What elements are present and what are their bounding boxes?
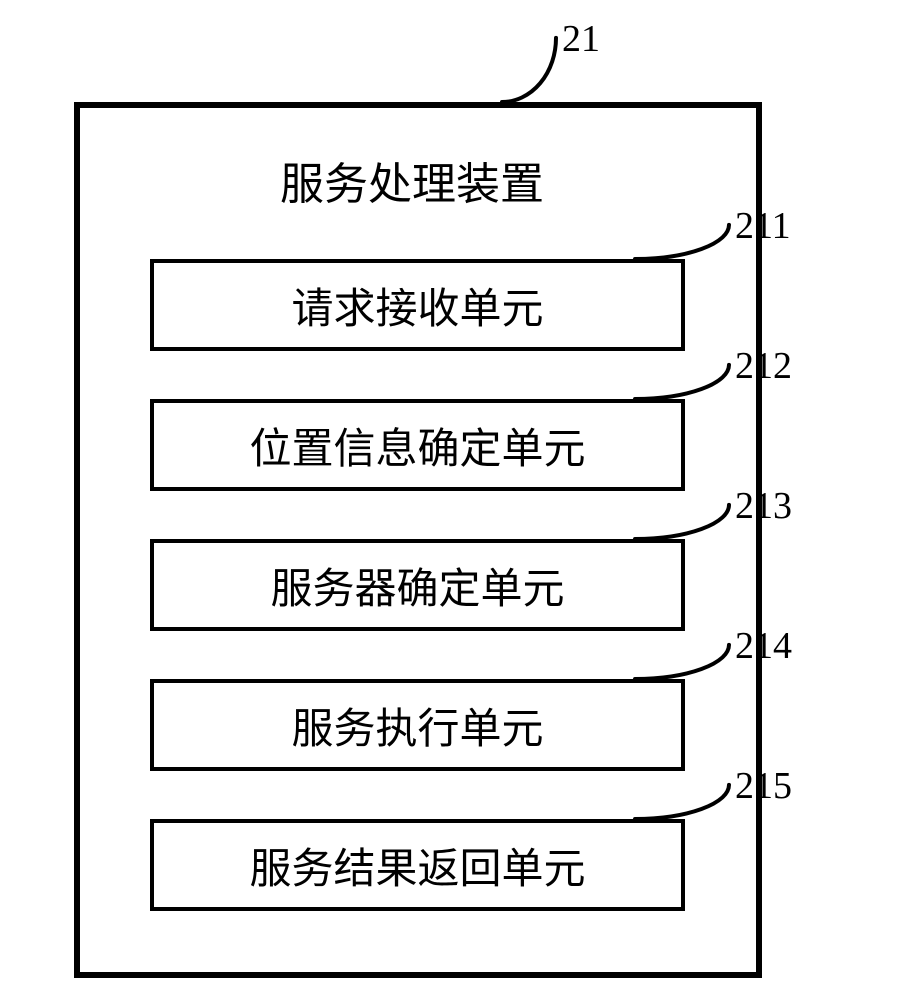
unit-ref-label: 212 (735, 344, 792, 388)
unit-box: 服务结果返回单元 (150, 819, 685, 911)
outer-title: 服务处理装置 (280, 148, 544, 212)
unit-label: 位置信息确定单元 (249, 415, 585, 476)
unit-ref-label: 211 (735, 204, 791, 248)
unit-box: 服务执行单元 (150, 679, 685, 771)
unit-label: 服务器确定单元 (270, 555, 564, 616)
diagram-canvas: 服务处理装置 21 请求接收单元 211 位置信息确定单元 212 服务器确定单元 213… (0, 0, 905, 1000)
unit-box: 服务器确定单元 (150, 539, 685, 631)
unit-box: 请求接收单元 (150, 259, 685, 351)
unit-box: 位置信息确定单元 (150, 399, 685, 491)
outer-ref-label: 21 (562, 17, 600, 61)
unit-label: 请求接收单元 (291, 275, 543, 336)
unit-ref-label: 215 (735, 764, 792, 808)
unit-ref-label: 214 (735, 624, 792, 668)
unit-ref-label: 213 (735, 484, 792, 528)
unit-label: 服务执行单元 (291, 695, 543, 756)
unit-label: 服务结果返回单元 (249, 835, 585, 896)
